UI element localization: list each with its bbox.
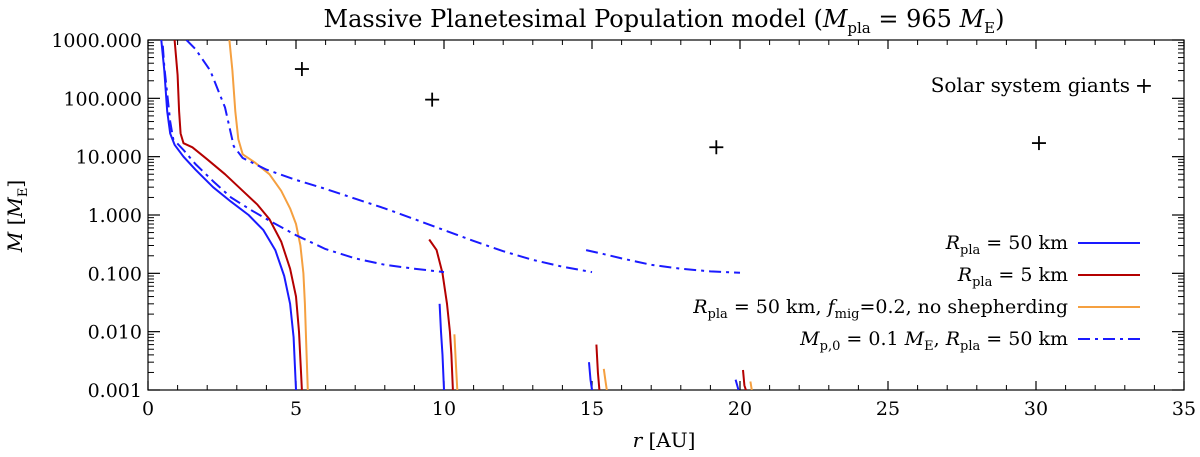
series-line-12 — [749, 381, 753, 390]
chart-title: Massive Planetesimal Population model (M… — [324, 5, 1005, 37]
series-line-9 — [228, 40, 309, 390]
series-line-14 — [185, 40, 593, 274]
legend-item-3: Rpla = 50 km, fmig=0.2, no shepherding — [692, 296, 1140, 322]
x-axis-ticks: 0 5 10 15 20 25 30 35 — [142, 40, 1196, 420]
series-line-13 — [161, 45, 445, 274]
y-tick-label: 10.000 — [76, 147, 142, 169]
x-tick-label: 20 — [728, 398, 752, 420]
y-tick-label: 1.000 — [88, 205, 142, 227]
legend-label: Mp,0 = 0.1 ME, Rpla = 50 km — [799, 328, 1068, 354]
legend-label: Rpla = 5 km — [957, 264, 1068, 290]
giants-label-marker: + — [1135, 74, 1153, 99]
x-tick-label: 10 — [432, 398, 456, 420]
x-axis-label: r [AU] — [633, 428, 696, 452]
y-tick-label: 0.001 — [88, 380, 142, 402]
series-line-5 — [173, 40, 303, 390]
y-tick-label: 100.000 — [63, 88, 142, 110]
giant-marker-3 — [709, 140, 724, 155]
giant-marker-4 — [1031, 136, 1046, 151]
series-line-4 — [734, 379, 740, 390]
y-tick-label: 0.010 — [88, 322, 142, 344]
giant-marker-2 — [425, 92, 440, 107]
series-line-3 — [588, 362, 593, 390]
legend: Rpla = 50 km Rpla = 5 km Rpla = 50 km, fmi… — [692, 232, 1140, 354]
x-tick-label: 5 — [290, 398, 302, 420]
series-line-1 — [160, 40, 297, 390]
series-line-2 — [438, 303, 445, 390]
series-line-10 — [453, 334, 459, 390]
y-tick-label: 0.100 — [88, 263, 142, 285]
series-line-7 — [595, 344, 601, 390]
series-line-6 — [428, 238, 454, 390]
legend-label: Rpla = 50 km, fmig=0.2, no shepherding — [692, 296, 1068, 322]
x-tick-label: 25 — [876, 398, 900, 420]
y-axis-label: M [ME] — [3, 180, 31, 253]
y-tick-label: 1000.000 — [51, 30, 142, 52]
y-axis-ticks: 0.001 0.010 0.100 1.000 10.000 100.000 1000.00… — [51, 30, 1184, 402]
series-line-11 — [602, 368, 608, 390]
x-tick-label: 30 — [1024, 398, 1048, 420]
series-line-15 — [585, 249, 741, 274]
legend-label: Rpla = 50 km — [945, 232, 1068, 258]
series-layer — [160, 40, 753, 390]
legend-item-2: Rpla = 5 km — [957, 264, 1140, 290]
x-tick-label: 0 — [142, 398, 154, 420]
giants-label: Solar system giants — [931, 73, 1130, 97]
giants-layer — [294, 62, 1046, 155]
legend-item-4: Mp,0 = 0.1 ME, Rpla = 50 km — [799, 328, 1140, 354]
giant-marker-1 — [294, 62, 309, 77]
legend-item-1: Rpla = 50 km — [945, 232, 1140, 258]
x-tick-label: 35 — [1172, 398, 1196, 420]
series-line-8 — [742, 369, 747, 390]
x-tick-label: 15 — [580, 398, 604, 420]
